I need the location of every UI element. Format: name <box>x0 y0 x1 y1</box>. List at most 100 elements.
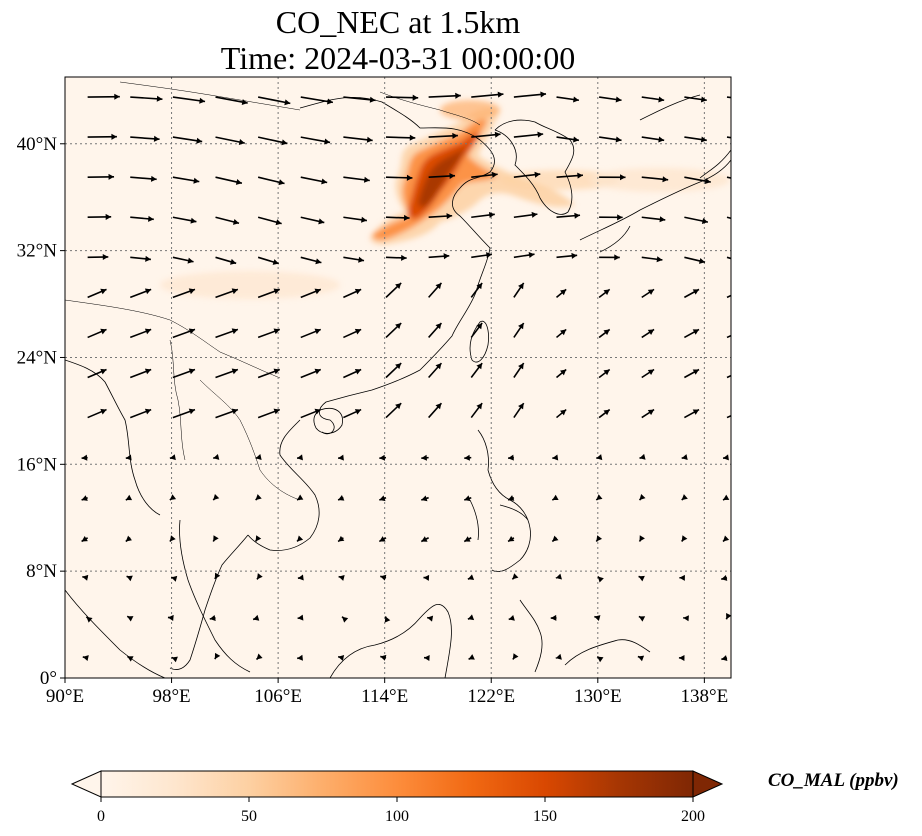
wind-arrow-head <box>639 453 646 460</box>
wind-arrow-head <box>421 495 428 502</box>
map-title: CO_NEC at 1.5km <box>275 4 521 40</box>
gridlines <box>65 77 731 678</box>
wind-arrow-head <box>512 573 519 580</box>
wind-arrow-head <box>662 176 669 183</box>
wind-arrow-head <box>435 363 442 370</box>
colorbar-tick-label: 0 <box>97 808 105 825</box>
lon-tick-label: 106°E <box>254 686 302 707</box>
coastline-indochina <box>169 419 320 670</box>
wind-arrow-head <box>144 368 152 375</box>
lat-tick-label: 40°N <box>17 134 58 155</box>
wind-arrow-head <box>273 328 280 335</box>
wind-arrow-head <box>81 454 88 461</box>
wind-arrow-head <box>573 136 579 143</box>
wind-arrow-head <box>384 616 391 623</box>
wind-arrow-head <box>100 328 107 335</box>
wind-arrow-head <box>531 211 538 218</box>
wind-arrow-head <box>488 211 495 218</box>
wind-arrow-head <box>255 454 262 460</box>
wind-arrow-head <box>102 253 109 261</box>
wind-arrow-head <box>692 329 700 335</box>
wind-arrow-head <box>476 323 483 330</box>
wind-arrow-head <box>114 93 120 100</box>
wind-arrow-head <box>395 282 402 289</box>
wind-arrow-head <box>81 536 88 542</box>
wind-arrow-head <box>700 136 707 143</box>
wind-arrow-head <box>560 369 567 376</box>
wind-arrow-head <box>144 408 152 415</box>
wind-arrow-head <box>379 495 386 502</box>
wind-arrow-head <box>508 535 515 542</box>
wind-arrow-head <box>363 176 370 183</box>
wind-arrow-head <box>700 96 707 103</box>
wind-arrow-head <box>369 96 376 103</box>
wind-arrow-head <box>338 655 345 661</box>
wind-arrow-head <box>82 655 89 662</box>
wind-arrow-head <box>284 99 291 106</box>
wind-arrow-head <box>571 252 578 259</box>
wind-arrow-head <box>744 137 750 143</box>
wind-arrow-head <box>647 329 655 335</box>
wind-arrow-head <box>596 494 603 501</box>
wind-arrow-head <box>421 454 428 461</box>
wind-arrow-shaft <box>726 414 731 419</box>
wind-arrow-head <box>156 95 163 102</box>
wind-arrow-head <box>255 494 262 501</box>
wind-arrow-head <box>647 289 655 295</box>
wind-arrow-head <box>275 219 282 226</box>
wind-arrow-head <box>81 495 88 501</box>
coastlines <box>65 94 731 678</box>
wind-arrow-head <box>497 91 504 98</box>
wind-arrow-head <box>145 255 151 262</box>
wind-arrow-head <box>603 369 610 376</box>
wind-arrow-head <box>297 494 304 501</box>
wind-vectors <box>81 91 750 663</box>
wind-arrow-head <box>273 288 280 295</box>
wind-arrow-head <box>231 408 238 415</box>
map-frame <box>64 76 732 679</box>
wind-arrow-head <box>658 96 665 103</box>
lon-tick-label: 130°E <box>574 686 622 707</box>
wind-arrow-head <box>742 259 748 265</box>
wind-arrow-head <box>379 536 386 542</box>
wind-arrow-head <box>738 289 744 294</box>
wind-arrow-head <box>615 96 622 103</box>
wind-arrow-head <box>188 288 195 295</box>
wind-arrow-head <box>455 92 461 99</box>
wind-arrow-head <box>125 494 133 501</box>
wind-arrow-head <box>314 368 321 375</box>
wind-arrow-head <box>281 139 288 146</box>
wind-arrow-head <box>597 656 604 663</box>
lon-tick-label: 98°E <box>152 686 190 707</box>
wind-arrow-head <box>297 535 304 542</box>
coastline-sumatra <box>65 589 166 678</box>
wind-arrow-head <box>443 253 450 260</box>
wind-arrow-head <box>552 454 559 461</box>
wind-arrow-head <box>127 656 134 662</box>
wind-arrow-head <box>537 131 544 138</box>
wind-arrow-head <box>366 136 373 143</box>
wind-arrow-head <box>297 614 304 621</box>
wind-arrow-head <box>560 329 567 336</box>
wind-arrow-head <box>421 536 428 542</box>
coastline-newguinea <box>564 639 651 666</box>
wind-arrow-head <box>603 289 610 296</box>
wind-arrow-head <box>409 134 416 141</box>
wind-arrow-head <box>272 259 279 265</box>
latitude-axis: 0° 8°N 16°N 24°N 32°N 40°N <box>17 134 65 689</box>
wind-arrow-head <box>647 409 655 416</box>
wind-arrow-head <box>692 369 700 375</box>
wind-arrow-head <box>573 96 579 103</box>
wind-arrow-head <box>620 174 626 181</box>
lat-tick-label: 32°N <box>17 241 58 262</box>
wind-arrow-head <box>508 454 514 461</box>
wind-arrow-shaft <box>726 334 731 339</box>
wind-arrow-head <box>380 654 387 661</box>
wind-arrow-head <box>297 454 303 461</box>
colorbar-extend-low <box>70 770 102 798</box>
wind-arrow-head <box>424 654 430 662</box>
wind-arrow-head <box>187 257 194 264</box>
wind-arrow-head <box>449 172 456 180</box>
wind-arrow-head <box>314 408 321 415</box>
wind-arrow-head <box>594 615 601 621</box>
